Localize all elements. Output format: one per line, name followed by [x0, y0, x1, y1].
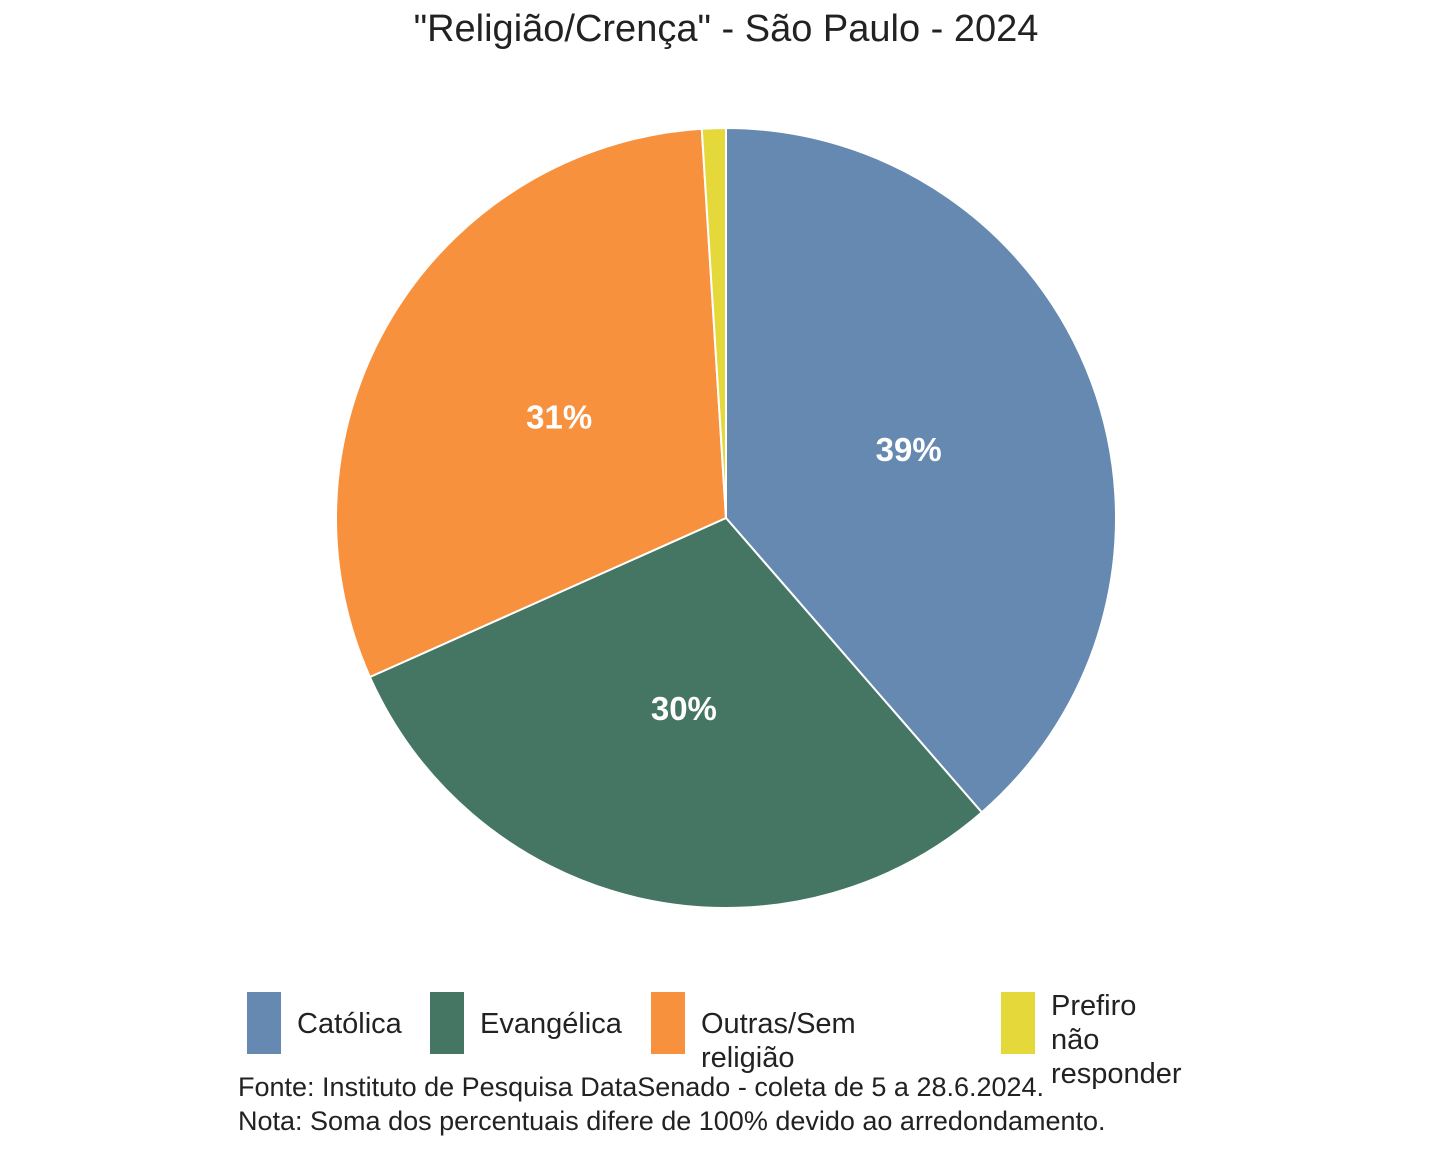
legend-label-evangelica: Evangélica — [480, 1008, 622, 1040]
pie-slice-prefiro-nao-responder — [700, 126, 727, 519]
data-label-catolica: 39% — [876, 431, 942, 468]
legend-swatch-evangelica — [430, 992, 464, 1054]
pie-slice-outras — [335, 127, 728, 679]
caption-note: Nota: Soma dos percentuais difere de 100… — [238, 1106, 1106, 1136]
legend-swatch-prefiro-nao-responder — [1001, 992, 1035, 1054]
legend-label-outras: Outras/Sem religião — [701, 1008, 856, 1074]
caption-source: Fonte: Instituto de Pesquisa DataSenado … — [238, 1072, 1045, 1102]
legend-swatch-catolica — [247, 992, 281, 1054]
pie-slice-evangelica — [368, 516, 984, 909]
pie-chart: 39% 30% 31% — [335, 126, 1117, 909]
chart-title: "Religião/Crença" - São Paulo - 2024 — [413, 8, 1039, 50]
pie-slice-catolica — [725, 126, 1117, 814]
legend-label-prefiro-nao-responder: Prefiro não responder — [1051, 990, 1182, 1090]
data-label-evangelica: 30% — [651, 690, 717, 727]
data-label-outras: 31% — [526, 399, 592, 436]
caption: Fonte: Instituto de Pesquisa DataSenado … — [238, 1070, 1106, 1138]
legend-swatch-outras — [651, 992, 685, 1054]
legend-label-catolica: Católica — [297, 1008, 402, 1040]
